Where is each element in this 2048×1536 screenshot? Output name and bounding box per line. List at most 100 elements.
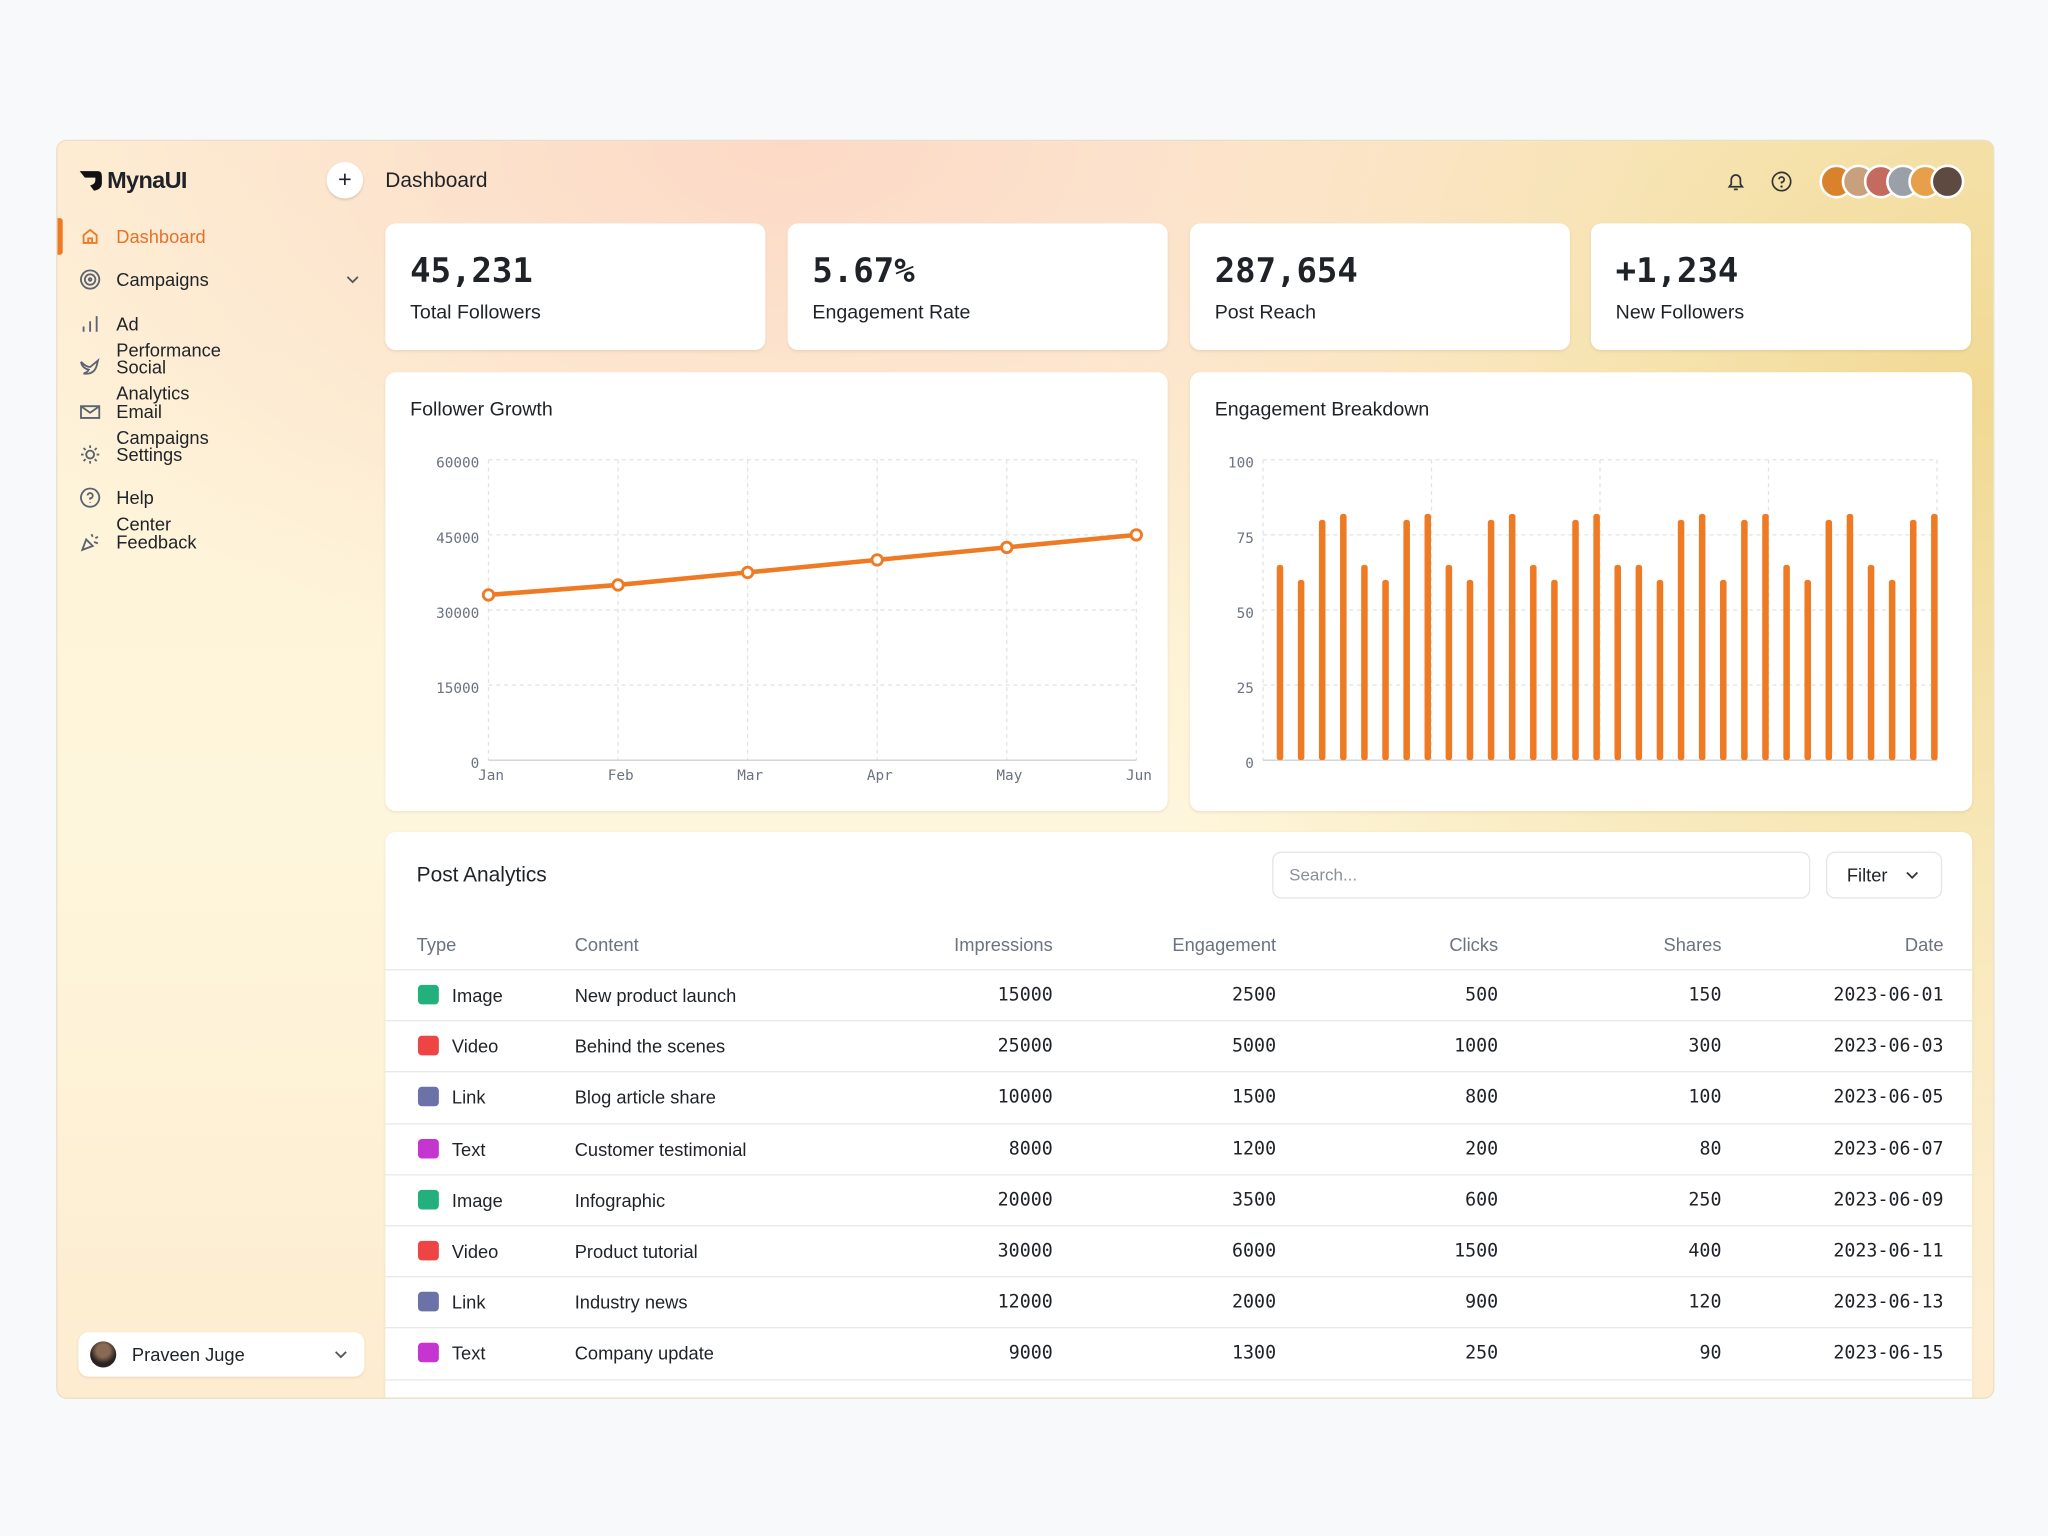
type-icon xyxy=(417,1087,439,1107)
nav-icon xyxy=(80,533,99,552)
table-cell: 250 xyxy=(1465,1343,1499,1365)
nav-icon xyxy=(80,269,101,290)
table-cell: 500 xyxy=(1465,984,1499,1006)
table-cell: Link xyxy=(451,1291,486,1313)
add-button[interactable]: + xyxy=(326,161,364,199)
stat-label: Engagement Rate xyxy=(812,301,971,324)
bell-icon[interactable] xyxy=(1724,170,1748,194)
column-header: Engagement xyxy=(1172,933,1277,955)
row-divider xyxy=(385,1020,1973,1022)
x-tick-label: Jun xyxy=(1126,768,1152,784)
table-cell: 800 xyxy=(1465,1087,1499,1109)
bar xyxy=(1909,519,1917,761)
expand-icon[interactable] xyxy=(342,269,363,290)
search-input[interactable]: Search... xyxy=(1272,851,1811,899)
nav-item[interactable]: Ad Performance xyxy=(116,313,221,361)
nav-item[interactable]: Settings xyxy=(116,444,183,465)
post-analytics-table: Post Analytics Search... Filter Type Cont… xyxy=(385,831,1973,1398)
table-cell: 9000 xyxy=(1008,1343,1053,1365)
y-tick-label: 25 xyxy=(1237,681,1254,697)
x-tick-label: Feb xyxy=(608,768,634,784)
table-cell: Video xyxy=(451,1240,499,1262)
bar xyxy=(1741,519,1748,761)
brand-name: MynaUI xyxy=(107,167,187,194)
row-divider xyxy=(385,1173,1973,1176)
row-divider xyxy=(385,1378,1973,1381)
table-cell: 90 xyxy=(1699,1343,1722,1365)
line-point xyxy=(481,588,496,602)
bar xyxy=(1783,564,1790,761)
table-cell: Video xyxy=(451,1035,499,1057)
nav-item[interactable]: Social Analytics xyxy=(116,356,190,404)
column-header: Clicks xyxy=(1449,933,1499,955)
type-icon xyxy=(417,1189,439,1210)
row-divider xyxy=(385,969,1973,971)
row-divider xyxy=(385,1327,1973,1329)
stat-value: 5.67% xyxy=(812,252,915,292)
icon-shape xyxy=(80,269,101,290)
nav-item[interactable]: Campaigns xyxy=(116,269,209,291)
table-cell: 300 xyxy=(1688,1035,1722,1057)
bar xyxy=(1931,513,1938,761)
table-cell: Text xyxy=(451,1343,486,1365)
nav-item[interactable]: Help Center xyxy=(116,487,172,535)
bar xyxy=(1318,519,1326,761)
stat-value: 287,654 xyxy=(1214,252,1358,292)
nav-item[interactable]: Feedback xyxy=(116,531,197,553)
bar xyxy=(1466,579,1474,761)
column-header: Impressions xyxy=(954,933,1053,955)
table-cell: 6000 xyxy=(1232,1240,1277,1262)
y-tick-label: 75 xyxy=(1237,531,1254,547)
table-cell: 150 xyxy=(1688,984,1722,1006)
y-tick-label: 0 xyxy=(471,756,480,772)
nav-icon xyxy=(80,488,101,509)
table-cell: 2023-06-01 xyxy=(1833,984,1944,1006)
table-cell: Image xyxy=(451,984,503,1006)
y-tick-label: 0 xyxy=(1245,756,1254,772)
bar xyxy=(1361,564,1368,761)
bar xyxy=(1508,513,1516,761)
table-cell: 200 xyxy=(1465,1138,1499,1160)
column-header: Content xyxy=(574,933,639,955)
nav-icon xyxy=(80,358,100,375)
nav-icon xyxy=(82,315,98,332)
nav-item[interactable]: Email Campaigns xyxy=(116,400,209,448)
table-cell: 250 xyxy=(1688,1189,1722,1211)
bar xyxy=(1403,519,1410,761)
line-series xyxy=(488,532,1137,598)
stat-value: 45,231 xyxy=(410,252,533,292)
icon-shape xyxy=(82,315,98,332)
filter-button[interactable]: Filter xyxy=(1825,851,1943,899)
nav-item[interactable]: Dashboard xyxy=(116,225,206,247)
user-menu[interactable]: Praveen Juge xyxy=(78,1332,365,1377)
table-cell: 2023-06-07 xyxy=(1833,1138,1944,1160)
table-cell: 80 xyxy=(1699,1138,1722,1160)
table-cell: 25000 xyxy=(997,1035,1053,1057)
table-cell: Blog article share xyxy=(574,1087,716,1109)
line-point xyxy=(870,553,884,567)
type-icon xyxy=(417,1343,439,1363)
table-cell: Infographic xyxy=(574,1189,666,1211)
table-cell: 400 xyxy=(1688,1240,1722,1262)
x-tick-label: May xyxy=(996,768,1022,784)
line-point xyxy=(611,578,625,592)
avatar-group[interactable] xyxy=(1818,163,1972,200)
bar xyxy=(1487,519,1495,761)
table-cell: 1300 xyxy=(1232,1343,1277,1365)
brand-logo xyxy=(79,171,102,191)
bar xyxy=(1804,579,1811,761)
type-icon xyxy=(417,1291,439,1312)
bar xyxy=(1677,519,1685,761)
table-cell: 2023-06-09 xyxy=(1833,1189,1944,1211)
icon-shape xyxy=(80,533,99,552)
stat-card: 45,231 Total Followers xyxy=(385,223,766,351)
table-title: Post Analytics xyxy=(416,864,547,887)
line-chart-card: Follower Growth 0 15000 30000 45000 60000 Jan… xyxy=(385,372,1168,812)
stat-card: 287,654 Post Reach xyxy=(1189,223,1570,351)
page-title: Dashboard xyxy=(385,169,488,192)
help-icon[interactable] xyxy=(1770,170,1794,194)
bar xyxy=(1593,513,1600,761)
row-divider xyxy=(385,1225,1973,1227)
table-cell: 1000 xyxy=(1454,1035,1499,1057)
